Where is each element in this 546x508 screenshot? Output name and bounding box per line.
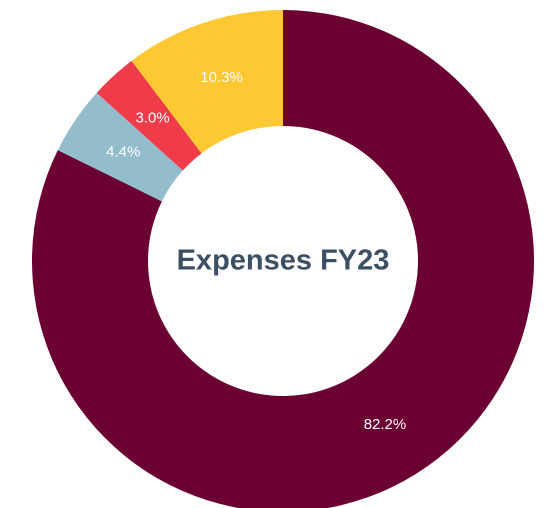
slice	[96, 60, 202, 171]
data-label: 3.0%	[135, 110, 169, 127]
slices	[32, 10, 534, 508]
data-label: 4.4%	[106, 144, 140, 161]
slice	[57, 92, 183, 202]
data-label: 10.3%	[200, 69, 243, 86]
slice	[131, 10, 283, 154]
slice	[32, 10, 534, 508]
data-label: 82.2%	[364, 416, 407, 433]
chart-title: Expenses FY23	[177, 245, 390, 277]
